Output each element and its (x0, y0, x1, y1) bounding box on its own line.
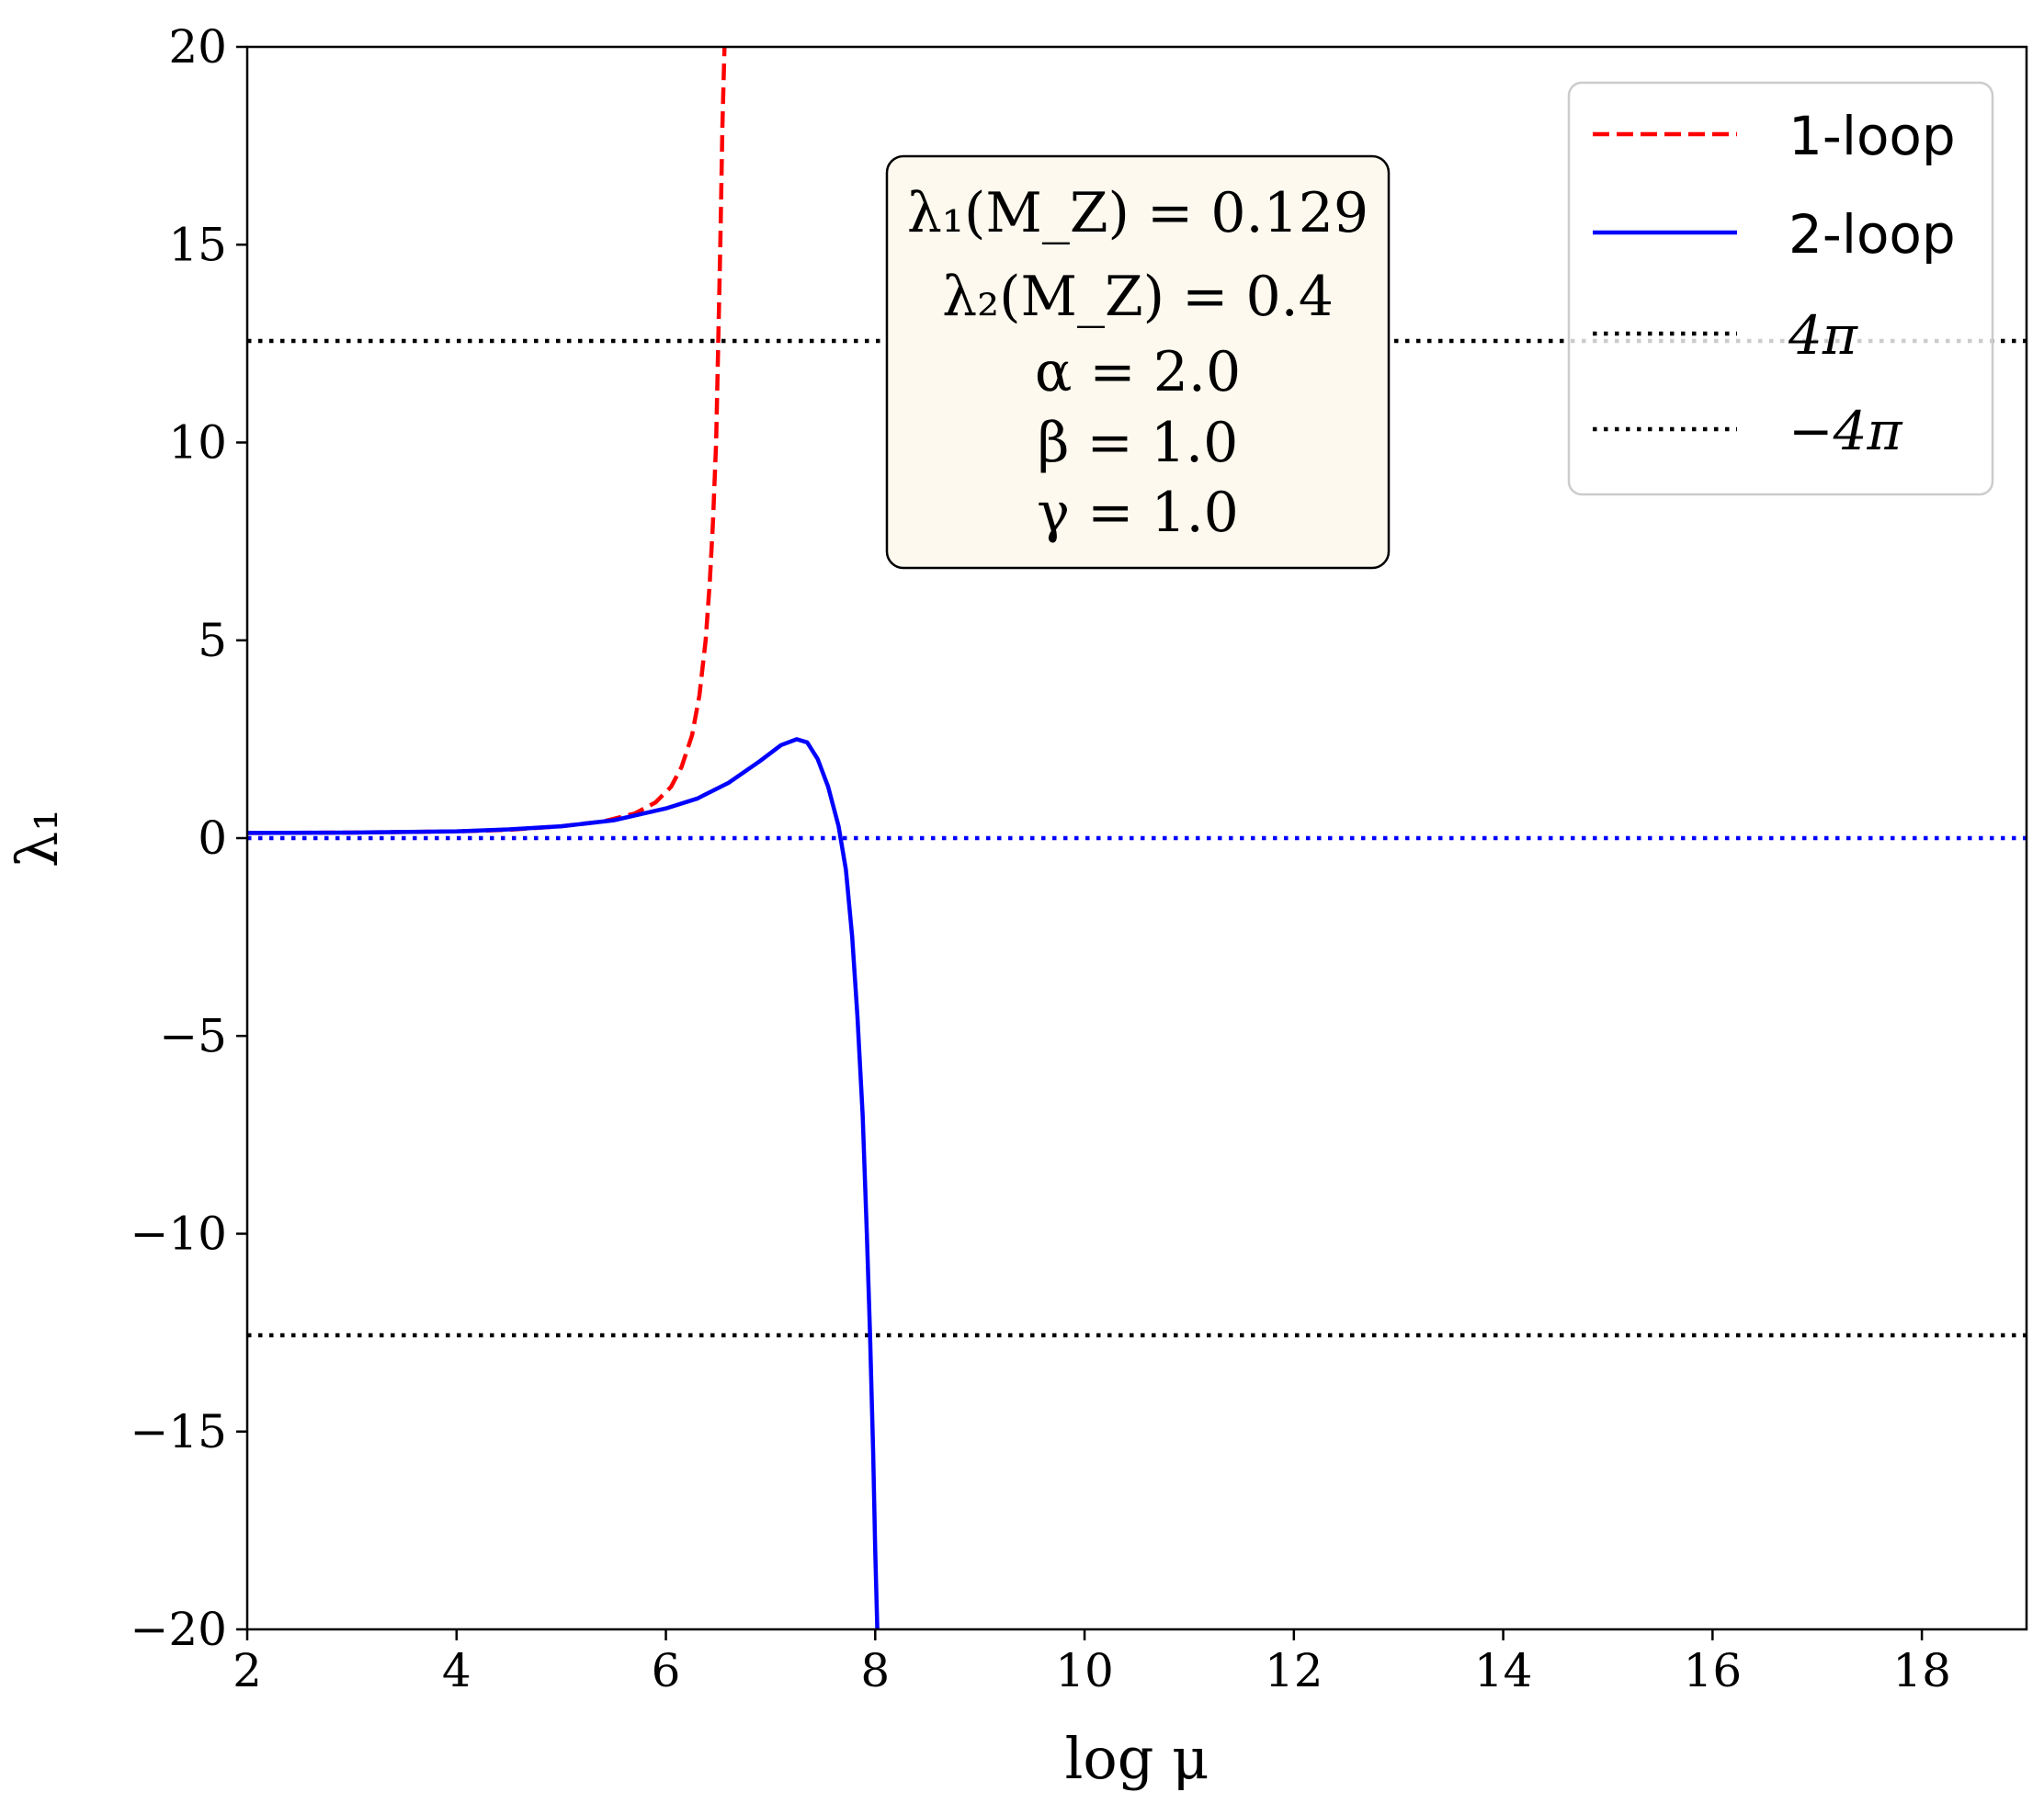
y-tick-label: −15 (130, 1405, 227, 1458)
y-tick-label: −5 (159, 1009, 227, 1062)
x-axis-title: log μ (1065, 1725, 1209, 1792)
legend-frame (1567, 81, 1994, 496)
y-tick-label: 5 (198, 614, 227, 667)
series-2-loop (247, 737, 880, 1629)
parameter-box: λ₁(M_Z) = 0.129 λ₂(M_Z) = 0.4 α = 2.0 β … (885, 154, 1391, 570)
y-tick-label: 10 (168, 416, 227, 470)
legend-label-4pi: 4π (1788, 304, 1858, 367)
x-tick-label: 8 (860, 1644, 890, 1697)
x-tick-label: 12 (1265, 1644, 1323, 1697)
y-tick-label: 15 (168, 218, 227, 271)
y-axis-title: λ₁ (4, 809, 71, 868)
x-tick-label: 4 (442, 1644, 471, 1697)
y-tick-label: 20 (168, 20, 227, 74)
y-axis: −20 −15 −10 −5 0 5 10 15 20 (130, 20, 247, 1656)
x-tick-label: 2 (233, 1644, 262, 1697)
legend-label-1-loop: 1-loop (1788, 105, 1956, 167)
series-layer (247, 47, 2027, 1629)
legend-label-minus-4pi: −4π (1788, 400, 1902, 462)
param-beta: β = 1.0 (1038, 411, 1239, 475)
x-tick-label: 10 (1055, 1644, 1114, 1697)
parameter-box-frame (885, 154, 1391, 570)
param-lambda2: λ₂(M_Z) = 0.4 (942, 265, 1334, 329)
y-tick-label: 0 (198, 811, 227, 865)
y-tick-label: −20 (130, 1603, 227, 1656)
x-tick-label: 6 (652, 1644, 681, 1697)
y-tick-label: −10 (130, 1208, 227, 1261)
x-tick-label: 14 (1474, 1644, 1533, 1697)
legend: 1-loop 2-loop 4π −4π (1567, 81, 1994, 496)
legend-label-2-loop: 2-loop (1788, 203, 1956, 266)
x-axis: 2 4 6 8 10 12 14 16 18 (233, 1629, 1951, 1697)
x-tick-label: 16 (1684, 1644, 1743, 1697)
x-tick-label: 18 (1892, 1644, 1951, 1697)
param-gamma: γ = 1.0 (1037, 481, 1239, 545)
param-alpha: α = 2.0 (1035, 340, 1241, 404)
param-lambda1: λ₁(M_Z) = 0.129 (907, 181, 1368, 245)
